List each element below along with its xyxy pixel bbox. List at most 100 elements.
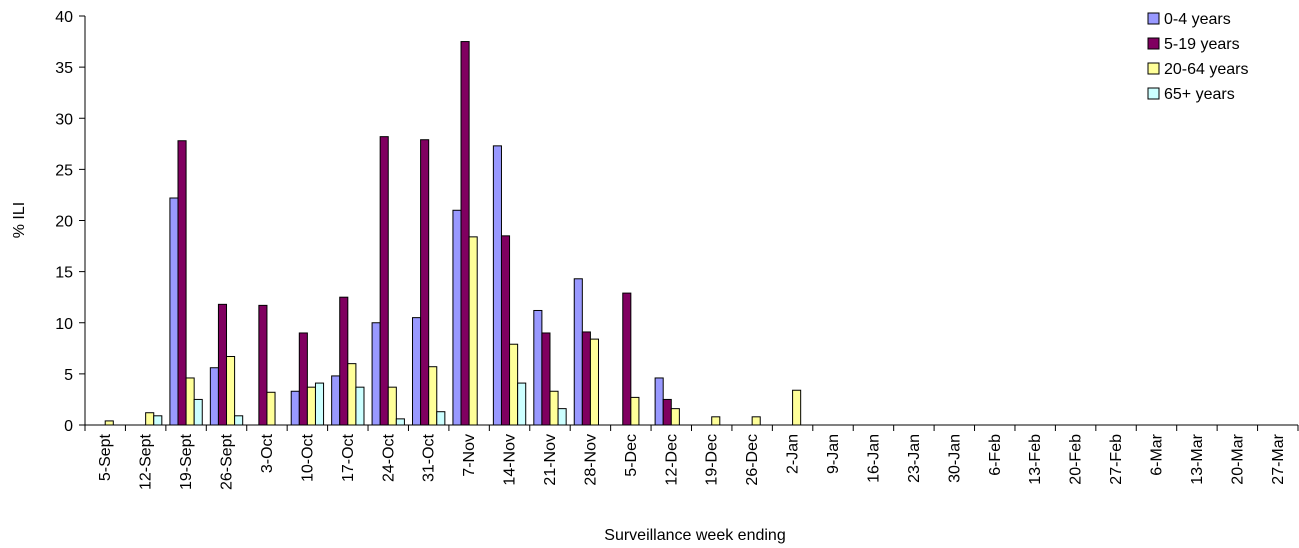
bar: [549, 390, 559, 426]
x-tick-label: 30-Jan: [946, 434, 963, 483]
x-tick-label: 21-Nov: [542, 434, 559, 486]
x-tick-label: 16-Jan: [865, 434, 882, 483]
x-tick-label: 6-Mar: [1148, 433, 1165, 475]
y-tick-label: 5: [64, 367, 73, 384]
x-tick-label: 13-Mar: [1189, 433, 1206, 484]
bar: [331, 375, 341, 426]
x-tick-label: 17-Oct: [340, 433, 357, 482]
bar: [517, 382, 527, 426]
bar: [589, 338, 600, 426]
x-tick-label: 3-Oct: [259, 433, 276, 473]
legend-swatch: [1147, 62, 1160, 75]
x-tick-label: 20-Mar: [1229, 433, 1246, 484]
legend: 0-4 years 5-19 years 20-64 years 65+ years: [1147, 11, 1249, 103]
y-tick-label: 0: [64, 418, 73, 435]
y-tick-label: 25: [55, 162, 73, 179]
bar: [500, 235, 511, 426]
x-tick-label: 9-Jan: [825, 434, 842, 474]
bar: [412, 317, 422, 426]
x-tick-label: 7-Nov: [461, 434, 478, 477]
bar: [630, 396, 640, 426]
bar: [557, 408, 567, 426]
y-tick-label: 15: [55, 265, 73, 282]
y-tick-label: 30: [55, 111, 73, 128]
legend-label: 20-64 years: [1164, 61, 1249, 78]
bar: [622, 292, 632, 426]
bar: [662, 398, 672, 426]
y-tick-label: 10: [55, 316, 73, 333]
bar: [792, 389, 802, 426]
bar: [387, 386, 397, 426]
bar: [234, 415, 244, 426]
bar: [185, 377, 195, 426]
x-tick-label: 10-Oct: [299, 433, 316, 482]
bar: [654, 377, 664, 426]
y-axis-title: % ILI: [11, 202, 28, 238]
x-tick-label: 14-Nov: [502, 434, 519, 486]
bar: [436, 411, 446, 426]
x-tick-label: 19-Sept: [178, 433, 195, 490]
bar: [670, 408, 680, 426]
x-tick-label: 28-Nov: [582, 434, 599, 486]
bar: [533, 309, 543, 426]
bar: [492, 145, 502, 426]
bar: [355, 386, 365, 426]
x-tick-label: 23-Jan: [906, 434, 923, 483]
x-tick-label: 6-Feb: [987, 434, 1004, 476]
plot-area: 0 5 10 15 20 25 30 35 40 5-Sept 12-Sept 19-Sept 26-S…: [55, 9, 1299, 490]
legend-swatch: [1147, 87, 1160, 100]
x-axis-title: Surveillance week ending: [604, 527, 785, 544]
bar: [193, 398, 203, 426]
bar: [290, 390, 300, 426]
bar: [509, 343, 519, 426]
bar: [347, 363, 357, 426]
bar: [751, 416, 761, 426]
x-tick-label: 26-Dec: [744, 434, 761, 486]
bar: [306, 386, 316, 426]
legend-swatch: [1147, 37, 1160, 50]
x-tick-label: 2-Jan: [785, 434, 802, 474]
bar: [266, 391, 276, 426]
legend-label: 0-4 years: [1164, 11, 1231, 28]
x-tick-label: 26-Sept: [219, 433, 236, 490]
x-tick-label: 27-Feb: [1108, 434, 1125, 485]
bar: [169, 197, 179, 426]
bar: [217, 303, 228, 426]
x-tick-label: 19-Dec: [704, 434, 721, 486]
y-tick-label: 35: [55, 60, 73, 77]
x-tick-label: 13-Feb: [1027, 434, 1044, 485]
bar: [711, 416, 721, 426]
bar: [581, 331, 591, 426]
bar: [420, 139, 430, 426]
bar: [258, 304, 268, 426]
legend-swatch: [1147, 12, 1160, 25]
bar: [371, 322, 381, 426]
bar: [145, 412, 155, 426]
x-tick-label: 27-Mar: [1270, 433, 1287, 484]
x-tick-label: 5-Dec: [623, 434, 640, 477]
bar: [460, 41, 470, 426]
bar: [226, 355, 236, 426]
bar: [209, 367, 219, 426]
legend-label: 65+ years: [1164, 86, 1235, 103]
bar: [379, 136, 389, 426]
bar: [314, 382, 325, 426]
x-tick-label: 20-Feb: [1068, 434, 1085, 485]
x-tick-label: 12-Dec: [663, 434, 680, 486]
x-tick-label: 5-Sept: [97, 433, 114, 481]
bar: [153, 415, 163, 426]
bar: [541, 332, 551, 426]
legend-label: 5-19 years: [1164, 36, 1240, 53]
bar: [395, 418, 405, 426]
y-tick-label: 40: [55, 9, 73, 26]
x-tick-label: 12-Sept: [138, 433, 155, 490]
x-tick-label: 31-Oct: [421, 433, 438, 482]
y-tick-label: 20: [55, 214, 73, 231]
x-tick-label: 24-Oct: [380, 433, 397, 482]
bar: [573, 278, 583, 426]
bar: [468, 236, 478, 426]
bar: [428, 366, 438, 426]
bar: [298, 332, 308, 426]
bar: [452, 209, 462, 426]
